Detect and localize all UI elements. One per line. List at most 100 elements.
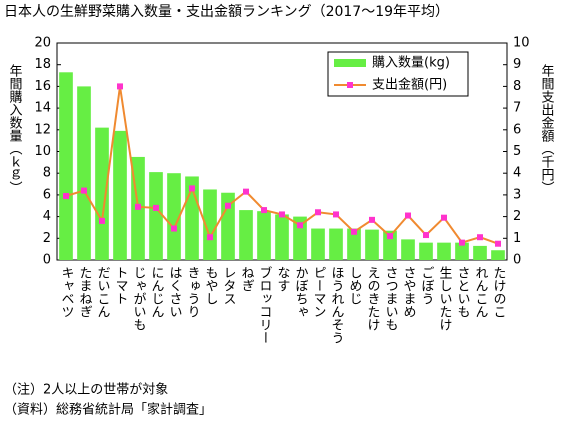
y-axis-label: 年間購入数量（ｋｇ） — [7, 64, 23, 194]
y2-tick-label: 9 — [513, 57, 521, 72]
note: （注）2人以上の世帯が対象 — [4, 383, 168, 398]
bar — [167, 173, 181, 260]
y-tick-label: 4 — [43, 209, 51, 224]
marker — [279, 211, 285, 218]
y-tick-label: 2 — [43, 231, 51, 246]
bar — [401, 239, 415, 260]
bar — [257, 211, 271, 260]
y2-axis-label: 年間支出金額（千円） — [539, 64, 555, 194]
x-tick-label: 生しいたけ — [437, 266, 453, 331]
x-tick-label: トマト — [113, 266, 128, 305]
x-tick-label: もやし — [203, 266, 219, 305]
y-tick-label: 0 — [43, 253, 51, 268]
marker — [243, 188, 249, 195]
note: （資料）総務省統計局「家計調査」 — [4, 402, 212, 418]
bar — [149, 172, 163, 260]
bar — [95, 127, 109, 260]
y2-tick-label: 6 — [513, 122, 521, 137]
x-tick-label: れんこん — [473, 266, 489, 318]
bar — [293, 216, 307, 260]
y2-tick-label: 5 — [513, 144, 521, 159]
x-tick-label: だいこん — [95, 266, 110, 318]
marker — [351, 228, 357, 235]
marker — [81, 187, 87, 194]
bar — [473, 245, 487, 260]
bar — [275, 214, 289, 260]
bar — [419, 242, 433, 260]
marker — [189, 185, 195, 192]
legend-label: 購入数量(kg) — [372, 56, 450, 71]
x-tick-label: たまねぎ — [77, 266, 93, 318]
x-tick-label: ブロッコリー — [257, 265, 272, 344]
marker — [171, 225, 177, 232]
y-tick-label: 18 — [34, 57, 51, 72]
marker — [405, 212, 411, 219]
y2-tick-label: 0 — [513, 253, 521, 268]
x-tick-label: ごぼう — [419, 266, 434, 305]
x-tick-label: なす — [275, 266, 290, 292]
bar — [203, 189, 217, 260]
marker — [315, 209, 321, 216]
x-tick-label: レタス — [221, 266, 236, 305]
x-tick-label: ねぎ — [239, 266, 255, 292]
marker — [477, 234, 483, 241]
y2-tick-label: 2 — [513, 209, 521, 224]
y2-tick-label: 3 — [513, 187, 521, 202]
marker — [441, 214, 447, 221]
legend-swatch — [334, 59, 366, 67]
y2-tick-label: 8 — [513, 79, 521, 94]
y2-tick-label: 10 — [513, 36, 530, 51]
bar — [437, 242, 451, 260]
bar — [491, 250, 505, 260]
bar — [347, 228, 361, 260]
y-tick-label: 16 — [34, 79, 51, 94]
bar — [365, 229, 379, 260]
legend-marker — [347, 82, 353, 88]
bar — [329, 228, 343, 260]
chart-title: 日本人の生鮮野菜購入数量・支出金額ランキング（2017～19年平均） — [4, 4, 449, 20]
marker — [423, 232, 429, 239]
bar — [383, 230, 397, 260]
x-tick-label: きゅうり — [185, 266, 200, 318]
x-tick-label: しめじ — [347, 266, 362, 305]
bar — [59, 72, 73, 260]
marker — [387, 233, 393, 240]
x-tick-label: はくさい — [167, 266, 182, 318]
marker — [225, 202, 231, 209]
bar — [455, 242, 469, 260]
y2-tick-label: 4 — [513, 166, 521, 181]
marker — [495, 240, 501, 247]
x-tick-label: ほうれんそう — [329, 266, 345, 344]
marker — [153, 204, 159, 211]
x-tick-label: さやまめ — [401, 266, 417, 318]
x-tick-label: にんじん — [149, 266, 164, 318]
marker — [369, 216, 375, 223]
marker — [135, 203, 141, 210]
x-tick-label: キャベツ — [59, 266, 75, 318]
x-tick-label: さといも — [455, 266, 470, 318]
bar — [311, 228, 325, 260]
y-tick-label: 8 — [43, 166, 51, 181]
y-tick-label: 14 — [34, 101, 51, 116]
x-tick-label: さつまいも — [383, 266, 398, 331]
marker — [459, 239, 465, 246]
bar — [77, 86, 91, 261]
bar — [113, 130, 127, 260]
legend-label: 支出金額(円) — [372, 77, 447, 93]
marker — [297, 222, 303, 229]
y-tick-label: 20 — [34, 36, 51, 51]
marker — [117, 83, 123, 90]
marker — [333, 211, 339, 218]
x-tick-label: じゃがいも — [131, 266, 147, 331]
bar — [239, 210, 253, 260]
marker — [207, 234, 213, 241]
y-tick-label: 10 — [34, 144, 51, 159]
x-tick-label: えのきたけ — [365, 266, 380, 331]
bar — [221, 192, 235, 260]
x-tick-label: たけのこ — [491, 266, 506, 318]
y2-tick-label: 1 — [513, 231, 521, 246]
y-tick-label: 6 — [43, 187, 51, 202]
y-tick-label: 12 — [34, 122, 51, 137]
x-tick-label: かぼちゃ — [293, 266, 308, 318]
